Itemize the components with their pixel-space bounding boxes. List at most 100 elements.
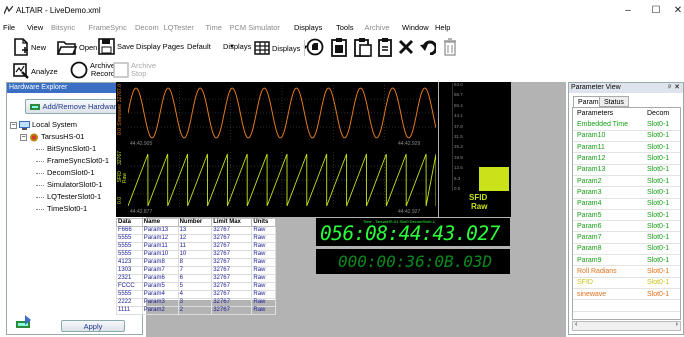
sinewave-strip-chart: 32767.0 Sinewave 0.0 44:42.905 44:42.929: [116, 82, 438, 149]
start-circle-icon[interactable]: [306, 38, 324, 56]
param-list-row[interactable]: Param4 Slot0-1: [573, 198, 680, 210]
table-header-cell[interactable]: Number: [177, 218, 213, 227]
table-cell: Param7: [141, 266, 179, 275]
open-button[interactable]: Open: [57, 38, 97, 56]
menu-item-3[interactable]: FrameSync: [88, 23, 127, 32]
menu-item-10[interactable]: Archive: [364, 23, 390, 32]
menu-item-11[interactable]: Window: [402, 23, 429, 32]
table-cell: Raw: [251, 234, 276, 243]
tree-node-local-system[interactable]: − Local System: [10, 119, 140, 131]
param-header-decom[interactable]: Decom: [647, 110, 670, 117]
minimize-button[interactable]: –: [625, 5, 631, 16]
chevron-down-icon[interactable]: ▼: [228, 43, 235, 50]
scroll-left-icon[interactable]: ‹: [575, 321, 578, 328]
archive-stop-button[interactable]: Archive Stop: [113, 61, 156, 79]
param-list-row[interactable]: SFID Slot0-1: [573, 277, 680, 289]
maximize-button[interactable]: ☐: [651, 5, 661, 16]
collapse-icon[interactable]: −: [10, 121, 17, 129]
scroll-right-icon[interactable]: ›: [675, 321, 678, 328]
delete-x-icon[interactable]: [398, 39, 414, 55]
menu-item-12[interactable]: Help: [435, 23, 451, 32]
tree-item-slot[interactable]: DecomSlot0-1: [36, 167, 140, 179]
empty-cell: [573, 299, 643, 312]
menu-item-2[interactable]: Bitsync: [51, 23, 76, 32]
table-cell: 32767: [211, 298, 253, 307]
param-list-row[interactable]: Param5 Slot0-1: [573, 209, 680, 222]
menu-item-4[interactable]: Decom: [135, 23, 159, 32]
tree-item-slot[interactable]: LQTesterSlot0-1: [36, 191, 140, 203]
undo-icon[interactable]: [420, 39, 436, 55]
horizontal-scrollbar[interactable]: ‹ ›: [572, 321, 681, 331]
param-list-row[interactable]: Param10 Slot0-1: [573, 130, 680, 143]
sfid-time-right: 44:42.927: [398, 209, 421, 215]
tree-item-slot[interactable]: FrameSyncSlot0-1: [36, 155, 140, 167]
apply-button[interactable]: Apply: [61, 320, 125, 332]
new-button[interactable]: New: [13, 38, 46, 56]
tree-item-label: TimeSlot0-1: [47, 204, 88, 213]
add-remove-hardware-button[interactable]: Add/Remove Hardware: [25, 99, 125, 114]
table-cell: Raw: [251, 242, 276, 251]
param-name: Param9: [573, 254, 643, 267]
menu-item-5[interactable]: LQTester: [163, 23, 194, 32]
tree-node-device[interactable]: − TarsusHS-01: [10, 131, 140, 143]
apply-hardware-icon: [16, 315, 31, 328]
menu-item-0[interactable]: File: [3, 23, 16, 32]
copy-clipboard-icon[interactable]: [331, 37, 347, 57]
pin-icon[interactable]: ᵖ: [668, 84, 671, 91]
sine-time-left: 44:42.905: [130, 141, 153, 147]
menu-item-9[interactable]: Tools: [336, 23, 354, 32]
param-name: Param13: [573, 164, 643, 176]
archive-record-button[interactable]: Archive Record: [70, 61, 115, 79]
save-disk-icon: [98, 37, 115, 55]
param-list-row[interactable]: Param9 Slot0-1: [573, 254, 680, 267]
displays-label[interactable]: Displays: [223, 42, 252, 51]
archive-stop-label: Archive Stop: [131, 61, 157, 78]
display-pages-select[interactable]: Default: [186, 42, 211, 51]
table-cell: 3: [177, 298, 213, 307]
param-list-row[interactable]: Param12 Slot0-1: [573, 152, 680, 165]
tree-connector: [36, 184, 44, 186]
param-list-row[interactable]: Param6 Slot0-1: [573, 220, 680, 233]
tree-connector: [36, 208, 44, 210]
table-cell: Raw: [251, 290, 276, 299]
menu-item-7[interactable]: PCM Simulator: [229, 23, 280, 32]
save-button[interactable]: Save: [98, 37, 134, 55]
param-list-row[interactable]: Param7 Slot0-1: [573, 231, 680, 244]
param-list-row[interactable]: Param2 Slot0-1: [573, 175, 680, 188]
table-header-cell[interactable]: Data: [116, 218, 143, 227]
bar-tick-label: 56.7: [454, 92, 463, 98]
menu-item-1[interactable]: View: [27, 23, 44, 32]
table-cell: Param4: [141, 290, 179, 299]
paste-clipboard-icon[interactable]: [354, 37, 372, 57]
table-cell: Raw: [251, 306, 276, 315]
table-header-cell[interactable]: Units: [251, 218, 276, 227]
param-list-row[interactable]: Roll Radians Slot0-1: [573, 265, 680, 278]
param-name: Param5: [573, 209, 643, 222]
param-list-row[interactable]: sinewave Slot0-1: [573, 288, 680, 301]
close-button[interactable]: ✕: [673, 5, 683, 16]
param-list-row[interactable]: Param3 Slot0-1: [573, 186, 680, 199]
tab-status[interactable]: Status: [599, 96, 629, 107]
menu-item-8[interactable]: Displays: [294, 23, 323, 32]
param-list-empty-row: [573, 311, 680, 319]
close-icon[interactable]: ✕: [674, 84, 680, 91]
param-list-row[interactable]: Param8 Slot0-1: [573, 243, 680, 256]
collapse-icon[interactable]: −: [20, 133, 27, 141]
tree-item-slot[interactable]: BitSyncSlot0-1: [36, 143, 140, 155]
table-row: FCCC Param5 5 32767 Raw: [116, 282, 276, 291]
tree-item-slot[interactable]: TimeSlot0-1: [36, 203, 140, 215]
trash-icon[interactable]: [443, 38, 457, 56]
table-header-cell[interactable]: Name: [141, 218, 179, 227]
param-list-row[interactable]: Param13 Slot0-1: [573, 164, 680, 176]
window-title: ALTAIR - LiveDemo.xml: [16, 6, 101, 15]
clipboard-icon[interactable]: [378, 37, 392, 57]
analyze-button[interactable]: Analyze: [13, 62, 58, 80]
tree-item-slot[interactable]: SimulatorSlot0-1: [36, 179, 140, 191]
param-header-name[interactable]: Parameters: [577, 110, 614, 117]
toolbar-main: New Open Save Display Pages Default ▼ Di…: [0, 34, 684, 60]
param-list-row[interactable]: Embedded Time Slot0-1: [573, 119, 680, 131]
menu-item-6[interactable]: Time: [205, 23, 222, 32]
param-list-row[interactable]: Param11 Slot0-1: [573, 141, 680, 154]
table-header-cell[interactable]: Limit Max: [211, 218, 253, 227]
displays-menu-button[interactable]: Displays ▼: [254, 39, 308, 57]
